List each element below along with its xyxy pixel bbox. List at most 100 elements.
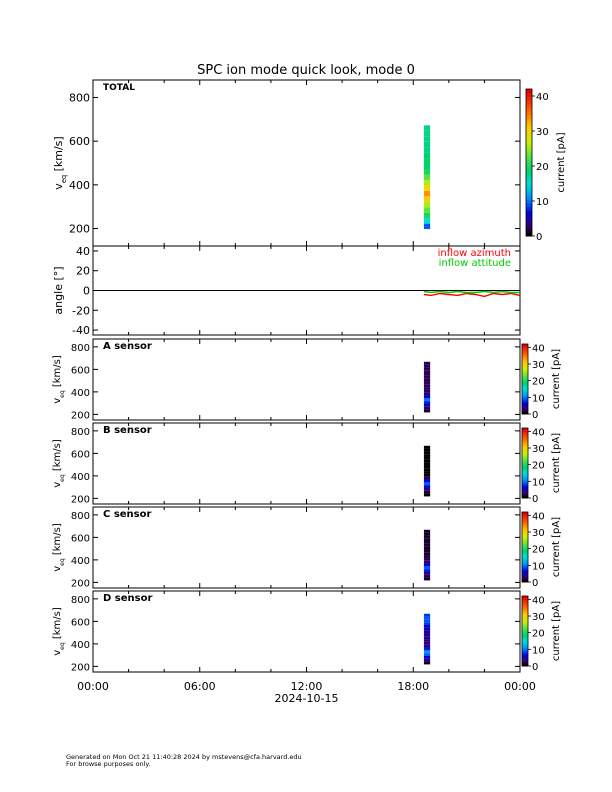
colorbar-segment [526,202,532,208]
colorbar-segment [522,657,528,660]
spectrogram-cell [423,546,431,550]
spectrogram-cell [423,641,431,645]
plot-frame [92,338,521,421]
colorbar-segment [522,440,528,443]
colorbar-tick-label: 0 [532,578,538,589]
colorbar-tick-label: 30 [532,360,545,371]
colorbar-segment [522,622,528,625]
spectrogram-cell [423,658,431,662]
colorbar-segment [522,407,528,410]
spectrogram-cell [423,361,431,365]
y-tick-label: 200 [71,410,90,421]
colorbar-tick-label: 10 [532,393,545,404]
y-tick-label: 600 [71,365,90,376]
colorbar-segment [522,484,528,487]
spectrogram-cell [423,616,431,620]
colorbar-frame [525,88,533,237]
colorbar-segment [522,534,528,537]
colorbar-segment [522,351,528,354]
x-axis-label: 2024-10-15 [275,692,339,705]
colorbar-segment [526,232,532,237]
colorbar-segment [522,358,528,361]
spectrogram-cell [423,563,431,567]
colorbar-tick-label: 0 [532,494,538,505]
colorbar-segment [522,470,528,473]
colorbar-segment [526,199,532,204]
colorbar-segment [522,356,528,359]
footer-generated: Generated on Mon Oct 21 11:40:28 2024 by… [66,753,302,761]
colorbar-label: current [pA] [551,433,562,493]
colorbar-segment [522,468,528,471]
figure-title: SPC ion mode quick look, mode 0 [197,63,415,78]
colorbar-segment [522,512,528,515]
colorbar-segment [522,613,528,616]
spectrogram-cell [423,398,431,402]
y-tick-label: 800 [71,343,90,354]
colorbar-tick-label: 40 [532,427,545,438]
colorbar-segment [522,398,528,401]
colorbar-tick-label: 30 [532,612,545,623]
colorbar-segment [522,608,528,611]
spectrogram-cell [423,479,431,483]
spectrogram-cell [423,655,431,659]
spectrogram-cell [423,218,431,224]
colorbar-tick-label: 30 [536,127,549,138]
colorbar-segment [522,433,528,436]
spectrogram-cell [423,207,431,213]
colorbar-segment [522,396,528,399]
colorbar-segment [522,659,528,662]
colorbar-segment [522,559,528,562]
plot-frame [92,590,521,673]
x-tick-label: 00:00 [77,680,109,693]
colorbar-segment [522,354,528,357]
colorbar-segment [526,191,532,197]
colorbar-segment [522,361,528,364]
colorbar-segment [522,650,528,653]
colorbar-segment [522,485,528,488]
spectrogram-cell [423,457,431,460]
colorbar-label: current [pA] [551,517,562,577]
colorbar-segment [522,662,528,665]
panel-b: 200 400 600 800 veq [km/s] B sensor 0 10 20 30 40 c… [52,422,562,505]
spectrogram-cell [423,627,431,631]
spectrogram-cell [423,147,431,153]
colorbar-segment [526,96,532,101]
colorbar-segment [522,538,528,541]
colorbar-segment [526,92,532,97]
colorbar-segment [522,442,528,445]
colorbar-segment [522,408,528,411]
panel-a: 200 400 600 800 veq [km/s] A sensor 0 10 20 30 40 c… [52,338,562,421]
colorbar-segment [522,480,528,483]
y-tick-label: 600 [71,617,90,628]
panel-label: B sensor [103,425,152,436]
colorbar-segment [522,394,528,397]
colorbar-segment [522,435,528,438]
colorbar-segment [522,620,528,623]
colorbar-segment [522,457,528,460]
y-tick-label: 400 [69,179,90,192]
legend-entry: inflow attitude [439,258,511,269]
spectrogram-cell [423,541,431,544]
y-tick-label: -40 [72,324,90,337]
colorbar-segment [522,653,528,656]
colorbar-segment [522,547,528,550]
colorbar-segment [522,578,528,581]
panel-label: D sensor [103,593,152,604]
spectrogram-cell [423,636,431,640]
colorbar-segment [522,365,528,368]
spectrogram-cell [423,370,431,374]
spectrogram-cell [423,212,431,219]
colorbar-segment [522,463,528,466]
colorbar-frame [521,427,529,499]
y-axis-label: veq [km/s] [52,136,68,189]
spectrogram-cell [423,552,431,556]
spectrogram-cell [423,454,431,458]
colorbar-segment [522,634,528,637]
colorbar-segment [522,568,528,571]
colorbar-tick-label: 20 [536,162,549,173]
colorbar-frame [521,595,529,667]
colorbar-segment [522,387,528,390]
colorbar-segment [522,603,528,606]
colorbar-tick-label: 10 [536,197,549,208]
